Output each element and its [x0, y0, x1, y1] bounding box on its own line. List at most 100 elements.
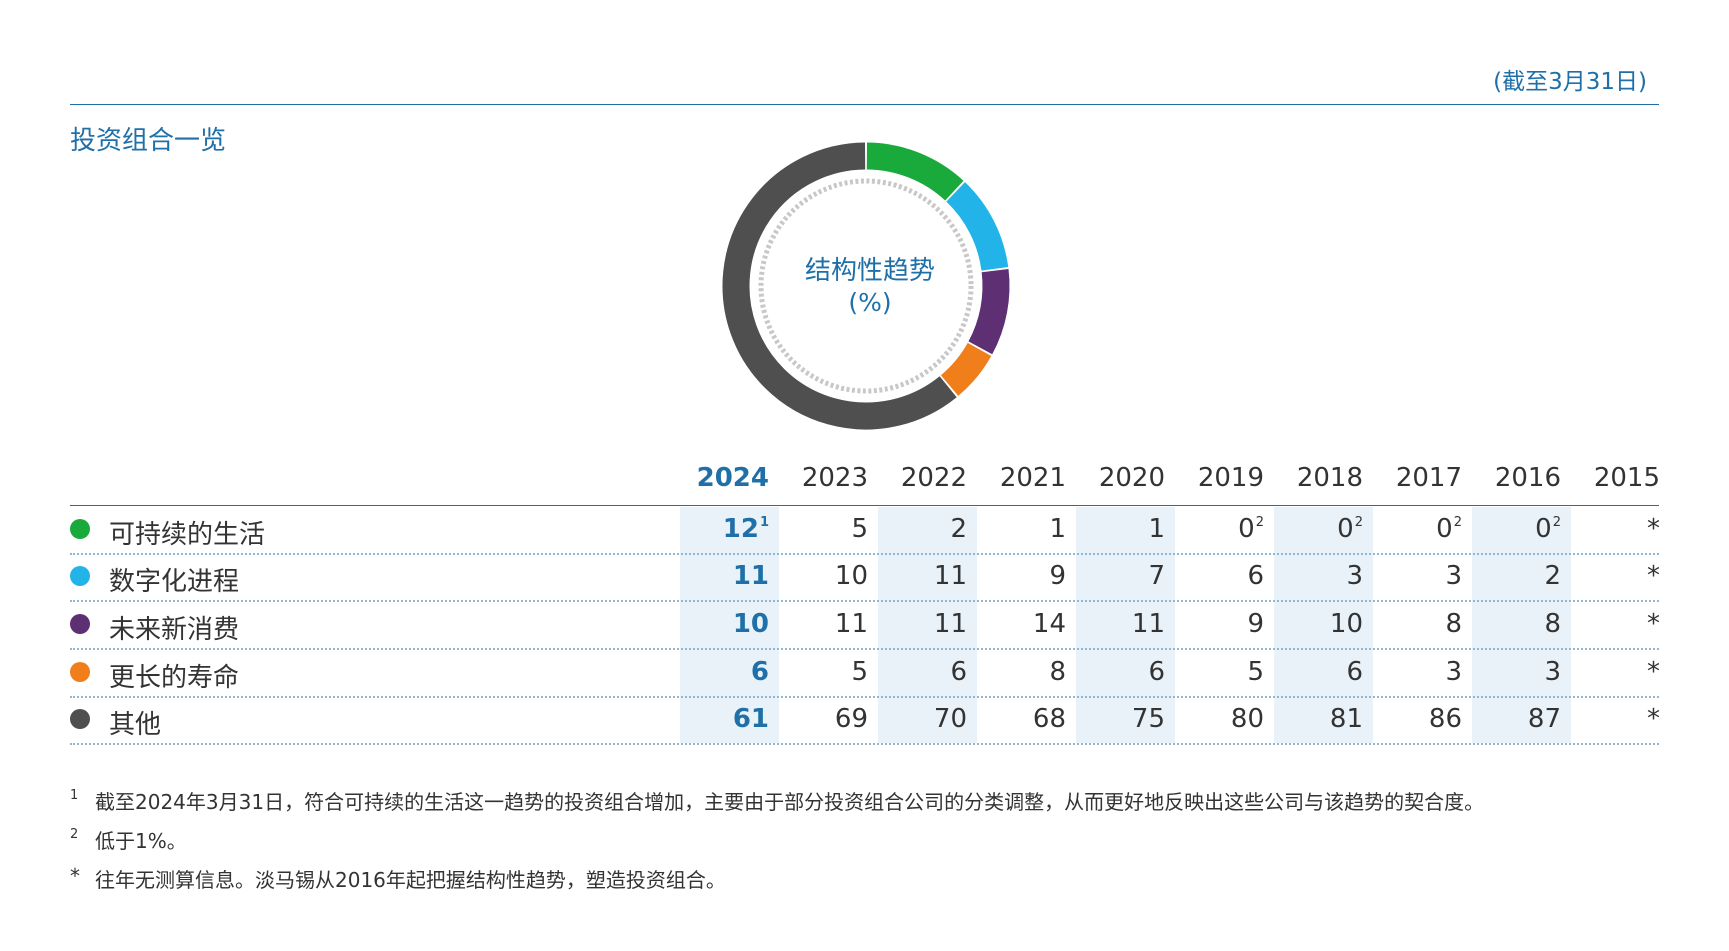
table-cell: 11 [933, 609, 967, 639]
row-label: 可持续的生活 [109, 520, 266, 550]
row-label: 更长的寿命 [109, 663, 240, 693]
table-row: 其他 61 69 70 68 75 80 81 86 87 * [0, 697, 1729, 745]
footnote-ref: 1 [759, 515, 769, 530]
table-cell: 11 [834, 609, 868, 639]
column-stripe [1076, 507, 1175, 743]
footnote-text: 低于1%。 [95, 829, 187, 853]
table-cell: 11 [732, 561, 769, 591]
table-cell: 9 [1049, 561, 1066, 591]
table-cell: 10 [1329, 609, 1363, 639]
table-cell: 8 [1544, 609, 1561, 639]
table-cell: * [1647, 657, 1660, 687]
year-header-2016: 2016 [1494, 463, 1561, 493]
table-cell: 61 [732, 704, 769, 734]
footnote-mark: 1 [70, 788, 79, 803]
year-header-2017: 2017 [1395, 463, 1462, 493]
row-label: 未来新消费 [109, 615, 240, 645]
legend-dot [70, 566, 90, 586]
table-cell: 5 [1247, 657, 1264, 687]
year-header-2023: 2023 [801, 463, 868, 493]
footnote-mark: * [70, 864, 80, 888]
footnote-text: 往年无测算信息。淡马锡从2016年起把握结构性趋势，塑造投资组合。 [95, 868, 726, 892]
year-header-2018: 2018 [1296, 463, 1363, 493]
row-divider [70, 743, 1659, 745]
column-stripe [680, 507, 779, 743]
donut-center-title: 结构性趋势 [804, 256, 935, 286]
year-header-2024: 2024 [696, 463, 769, 493]
year-header-2019: 2019 [1197, 463, 1264, 493]
footnote-ref: 2 [1255, 515, 1264, 530]
table-cell: 80 [1230, 704, 1264, 734]
table-cell: 5 [851, 657, 868, 687]
footnote-mark: 2 [70, 827, 79, 842]
row-label: 数字化进程 [109, 567, 240, 597]
table-cell: * [1647, 561, 1660, 591]
section-title: 投资组合一览 [70, 126, 227, 156]
table-cell: 5 [851, 514, 868, 544]
year-header-2021: 2021 [999, 463, 1066, 493]
table-row: 可持续的生活 121 5 2 1 1 02 02 02 02 * [0, 507, 1729, 555]
table-cell: 81 [1329, 704, 1363, 734]
table-cell: 3 [1544, 657, 1561, 687]
table-cell: 75 [1131, 704, 1165, 734]
donut-slice-2 [946, 182, 1009, 271]
table-cell: 1 [1049, 514, 1066, 544]
table-cell: 86 [1428, 704, 1462, 734]
row-divider [70, 553, 1659, 555]
table-cell: 10 [834, 561, 868, 591]
table-cell: 02 [1238, 514, 1264, 544]
table-cell: 3 [1445, 561, 1462, 591]
year-header-2020: 2020 [1098, 463, 1165, 493]
column-stripe [1274, 507, 1373, 743]
structural-trends-donut-chart [722, 142, 1010, 430]
legend-dot [70, 519, 90, 539]
table-cell: 1 [1148, 514, 1165, 544]
footnote-ref: 2 [1453, 515, 1462, 530]
table-cell: 6 [1148, 657, 1165, 687]
table-cell: 6 [750, 657, 769, 687]
legend-dot [70, 662, 90, 682]
table-cell: 6 [950, 657, 967, 687]
table-cell: * [1647, 609, 1660, 639]
top-divider [70, 104, 1659, 105]
table-cell: 10 [732, 609, 769, 639]
table-cell: 14 [1032, 609, 1066, 639]
year-header-2015: 2015 [1593, 463, 1660, 493]
donut-slice-5 [722, 142, 957, 430]
as-of-date-note: (截至3月31日) [1493, 69, 1647, 95]
legend-dot [70, 614, 90, 634]
table-cell: 87 [1527, 704, 1561, 734]
table-cell: 02 [1337, 514, 1363, 544]
table-cell: 3 [1445, 657, 1462, 687]
table-cell: * [1647, 514, 1660, 544]
table-cell: 6 [1346, 657, 1363, 687]
table-cell: 69 [834, 704, 868, 734]
footnote-text: 截至2024年3月31日，符合可持续的生活这一趋势的投资组合增加，主要由于部分投… [95, 790, 1485, 814]
table-cell: 2 [950, 514, 967, 544]
table-cell: 68 [1032, 704, 1066, 734]
footnote-ref: 2 [1354, 515, 1363, 530]
table-row: 数字化进程 11 10 11 9 7 6 3 3 2 * [0, 554, 1729, 602]
table-cell: * [1647, 704, 1660, 734]
table-cell: 02 [1535, 514, 1561, 544]
donut-slice-4 [940, 342, 992, 396]
row-label: 其他 [109, 710, 162, 740]
table-cell: 6 [1247, 561, 1264, 591]
table-row: 未来新消费 10 11 11 14 11 9 10 8 8 * [0, 602, 1729, 650]
table-cell: 3 [1346, 561, 1363, 591]
donut-slice-1 [866, 142, 964, 201]
table-cell: 121 [722, 514, 769, 544]
year-header-2022: 2022 [900, 463, 967, 493]
row-divider [70, 600, 1659, 602]
table-cell: 7 [1148, 561, 1165, 591]
table-cell: 11 [1131, 609, 1165, 639]
row-divider [70, 696, 1659, 698]
table-cell: 9 [1247, 609, 1264, 639]
table-header-rule [70, 505, 1659, 506]
footnote-ref: 2 [1552, 515, 1561, 530]
table-cell: 8 [1445, 609, 1462, 639]
donut-slice-3 [968, 269, 1010, 355]
column-stripe [878, 507, 977, 743]
donut-inner-dotted-ring [758, 178, 974, 394]
table-cell: 8 [1049, 657, 1066, 687]
